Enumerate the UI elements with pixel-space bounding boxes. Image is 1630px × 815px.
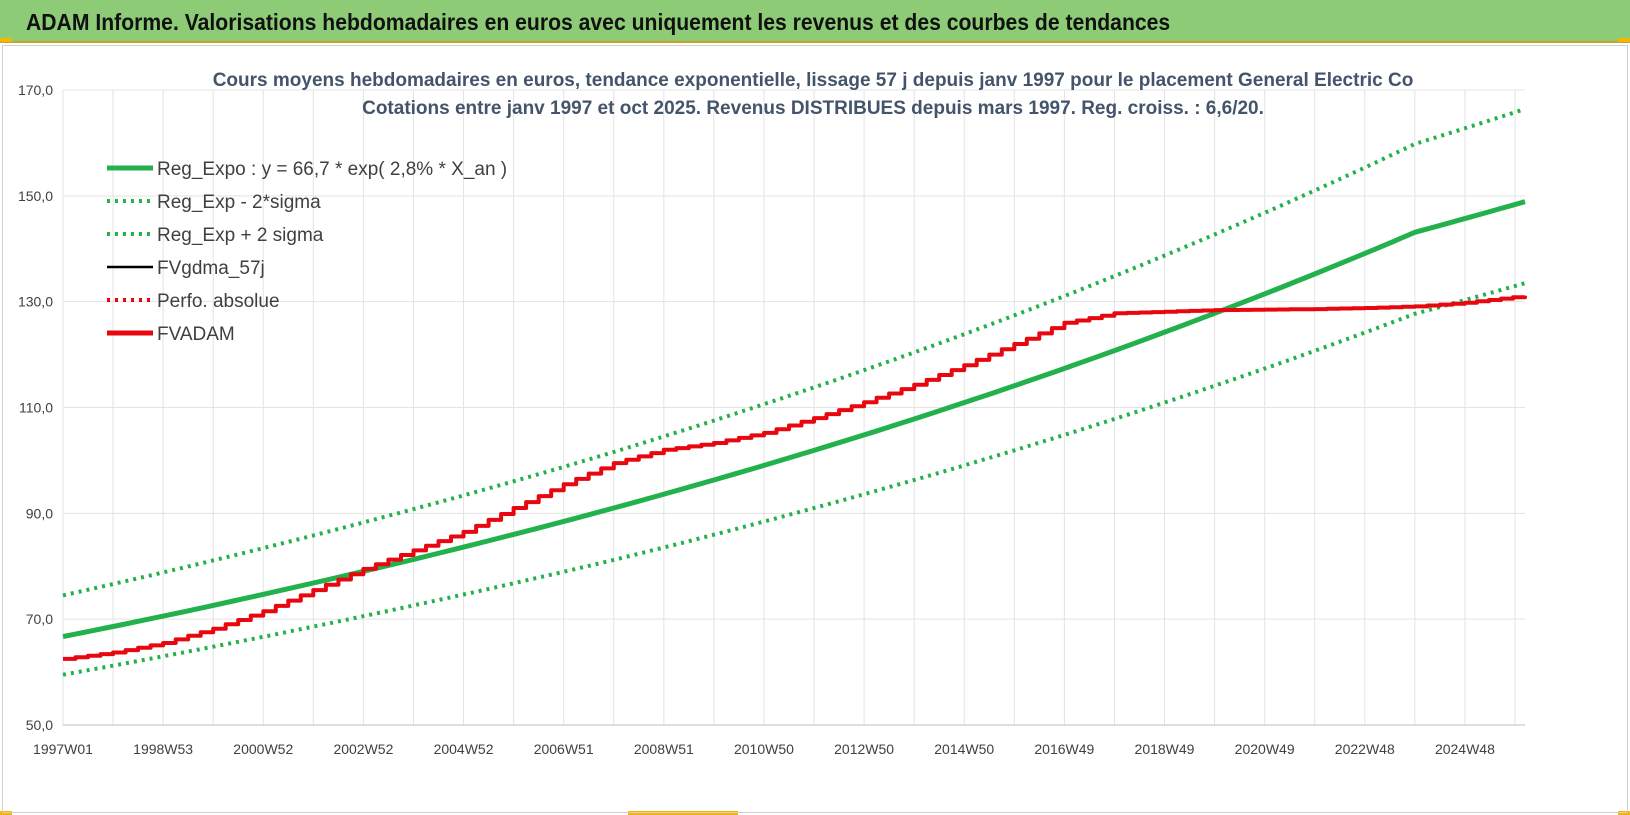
series-line-2: [62, 107, 1526, 598]
x-tick-label: 2000W52: [233, 741, 293, 757]
legend-label-0: Reg_Expo : y = 66,7 * exp( 2,8% * X_an ): [157, 159, 507, 180]
legend-label-1: Reg_Exp - 2*sigma: [157, 192, 321, 213]
x-tick-label: 2022W48: [1335, 741, 1395, 757]
y-tick-label: 130,0: [18, 294, 53, 310]
axes: 50,0 70,0 90,0 110,0 130,0 150,0 170,0 1997W01 1…: [18, 82, 1525, 757]
y-tick-label: 110,0: [19, 400, 53, 416]
x-tick-label: 2018W49: [1135, 741, 1195, 757]
y-tick-label: 170,0: [18, 82, 53, 98]
corner-mark-bottom-right: [1618, 811, 1630, 815]
series-line-1: [62, 281, 1526, 677]
series-line-0: [62, 199, 1526, 640]
chart-subtitle: Cotations entre janv 1997 et oct 2025. R…: [362, 98, 1264, 119]
x-tick-label: 2020W49: [1235, 741, 1295, 757]
line-chart: 50,0 70,0 90,0 110,0 130,0 150,0 170,0 1997W01 1…: [18, 70, 1527, 757]
y-tick-label: 70,0: [26, 611, 53, 627]
legend-label-2: Reg_Exp + 2 sigma: [157, 225, 324, 246]
chart-area: 50,0 70,0 90,0 110,0 130,0 150,0 170,0 1997W01 1…: [2, 45, 1628, 813]
x-tick-label: 2006W51: [534, 741, 594, 757]
legend-label-4: Perfo. absolue: [157, 291, 280, 312]
y-tick-label: 90,0: [26, 505, 53, 521]
gridlines: [62, 89, 1525, 726]
series-line-5: [63, 295, 1527, 661]
chart-title: Cours moyens hebdomadaires en euros, ten…: [213, 70, 1414, 91]
corner-mark-right: [1618, 38, 1630, 42]
x-tick-label: 2002W52: [333, 741, 393, 757]
corner-mark-left: [0, 38, 12, 42]
x-tick-label: 2016W49: [1034, 741, 1094, 757]
x-tick-label: 2024W48: [1435, 741, 1495, 757]
x-tick-label: 1997W01: [33, 741, 93, 757]
y-tick-label: 50,0: [26, 717, 53, 733]
legend-label-3: FVgdma_57j: [157, 258, 265, 279]
y-tick-label: 150,0: [18, 188, 53, 204]
corner-mark-bottom-left: [0, 811, 12, 815]
x-tick-label: 2010W50: [734, 741, 794, 757]
report-header-banner: ADAM Informe. Valorisations hebdomadaire…: [0, 0, 1630, 43]
x-tick-label: 1998W53: [133, 741, 193, 757]
x-tick-label: 2008W51: [634, 741, 694, 757]
corner-mark-bottom-center: [628, 811, 738, 815]
x-tick-label: 2004W52: [434, 741, 494, 757]
series-lines: [62, 107, 1527, 677]
report-title: ADAM Informe. Valorisations hebdomadaire…: [26, 9, 1171, 35]
x-tick-label: 2014W50: [934, 741, 994, 757]
legend-label-5: FVADAM: [157, 324, 235, 345]
legend: Reg_Expo : y = 66,7 * exp( 2,8% * X_an )…: [107, 159, 507, 345]
x-tick-label: 2012W50: [834, 741, 894, 757]
